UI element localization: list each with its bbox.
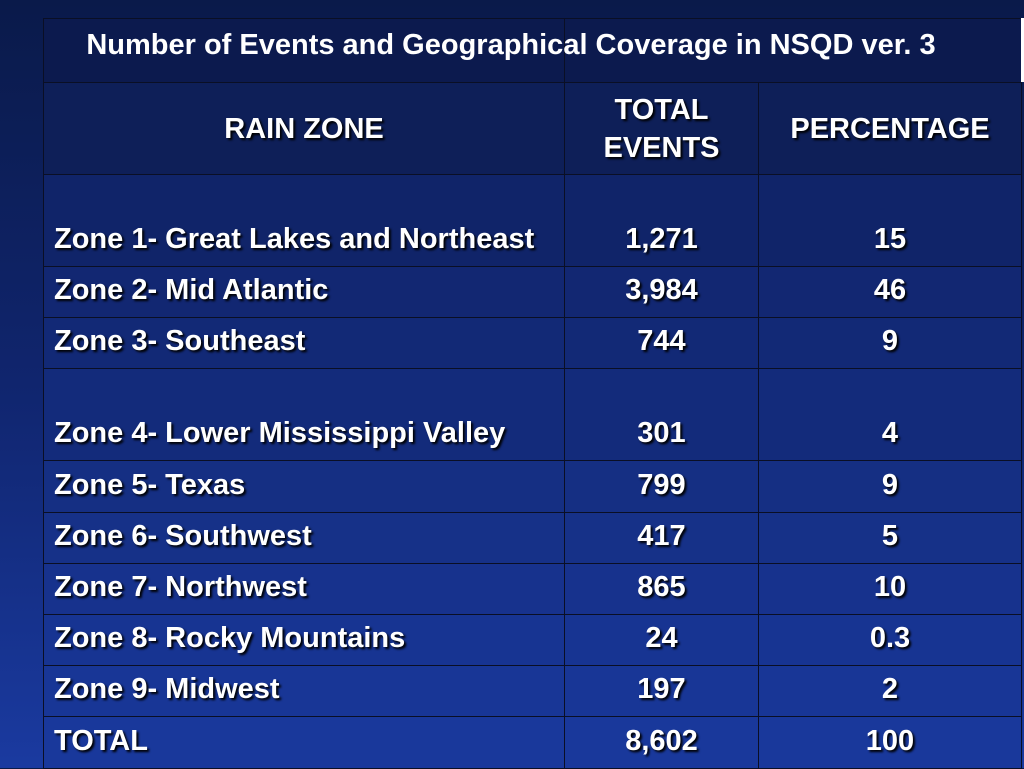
value-cell: 1,271 <box>564 174 759 267</box>
title-cell-right <box>564 18 1022 83</box>
value-cell: 9 <box>758 317 1022 369</box>
zone-cell: Zone 8- Rocky Mountains <box>43 614 565 666</box>
zone-cell: Zone 1- Great Lakes and Northeast <box>43 174 565 267</box>
zone-cell: Zone 4- Lower Mississippi Valley <box>43 368 565 461</box>
table-title: Number of Events and Geographical Covera… <box>86 29 936 61</box>
value-cell: 8,602 <box>564 716 759 769</box>
value-cell: 100 <box>758 716 1022 769</box>
zone-cell: Zone 3- Southeast <box>43 317 565 369</box>
value-cell: 9 <box>758 460 1022 513</box>
right-bar <box>1021 18 1024 82</box>
value-cell: 10 <box>758 563 1022 615</box>
title-cell-left <box>43 18 565 83</box>
value-cell: 0.3 <box>758 614 1022 666</box>
zone-cell: Zone 5- Texas <box>43 460 565 513</box>
header-cell: RAIN ZONE <box>43 82 565 175</box>
value-cell: 15 <box>758 174 1022 267</box>
header-cell: TOTAL EVENTS <box>564 82 759 175</box>
header-cell: PERCENTAGE <box>758 82 1022 175</box>
value-cell: 744 <box>564 317 759 369</box>
value-cell: 799 <box>564 460 759 513</box>
value-cell: 197 <box>564 665 759 717</box>
zone-cell: Zone 2- Mid Atlantic <box>43 266 565 318</box>
value-cell: 301 <box>564 368 759 461</box>
zone-cell: Zone 7- Northwest <box>43 563 565 615</box>
zone-cell: Zone 6- Southwest <box>43 512 565 564</box>
value-cell: 3,984 <box>564 266 759 318</box>
zone-cell: TOTAL <box>43 716 565 769</box>
zone-cell: Zone 9- Midwest <box>43 665 565 717</box>
value-cell: 4 <box>758 368 1022 461</box>
value-cell: 24 <box>564 614 759 666</box>
value-cell: 5 <box>758 512 1022 564</box>
value-cell: 417 <box>564 512 759 564</box>
value-cell: 46 <box>758 266 1022 318</box>
value-cell: 865 <box>564 563 759 615</box>
value-cell: 2 <box>758 665 1022 717</box>
